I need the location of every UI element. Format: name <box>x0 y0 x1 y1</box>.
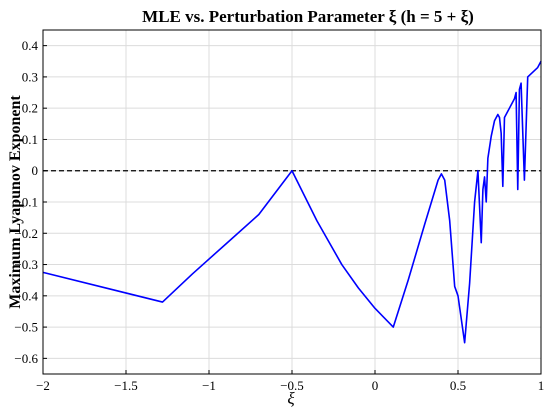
x-tick-label-2: −1 <box>202 378 216 393</box>
x-tick-label-1: −1.5 <box>114 378 138 393</box>
x-tick-label-0: −2 <box>36 378 50 393</box>
y-tick-label-10: −0.6 <box>14 351 38 366</box>
y-tick-label-4: 0 <box>32 163 39 178</box>
x-tick-label-6: 1 <box>538 378 545 393</box>
y-tick-label-2: 0.2 <box>22 101 38 116</box>
chart-title: MLE vs. Perturbation Parameter ξ (h = 5 … <box>142 7 474 26</box>
y-tick-label-5: −0.1 <box>14 195 38 210</box>
y-tick-label-3: 0.1 <box>22 132 38 147</box>
y-axis-label: Maximum Lyapunov Exponent <box>7 95 24 309</box>
y-axis-ticks: 0.4 0.3 0.2 0.1 0 −0.1 −0.2 −0.3 −0.4 −0.5 −0.6 <box>14 38 47 366</box>
y-tick-label-1: 0.3 <box>22 69 38 84</box>
y-tick-label-8: −0.4 <box>14 288 38 303</box>
series-line-0 <box>42 60 542 344</box>
x-tick-label-4: 0 <box>372 378 379 393</box>
x-axis-ticks: −2 −1.5 −1 −0.5 0 0.5 1 <box>36 370 544 393</box>
series-group <box>42 60 542 344</box>
x-axis-label: ξ <box>287 389 295 408</box>
x-tick-label-5: 0.5 <box>450 378 466 393</box>
x-tick-label-3: −0.5 <box>280 378 304 393</box>
y-tick-label-6: −0.2 <box>14 226 38 241</box>
y-tick-label-9: −0.5 <box>14 320 38 335</box>
y-tick-label-0: 0.4 <box>22 38 39 53</box>
y-tick-label-7: −0.3 <box>14 257 38 272</box>
